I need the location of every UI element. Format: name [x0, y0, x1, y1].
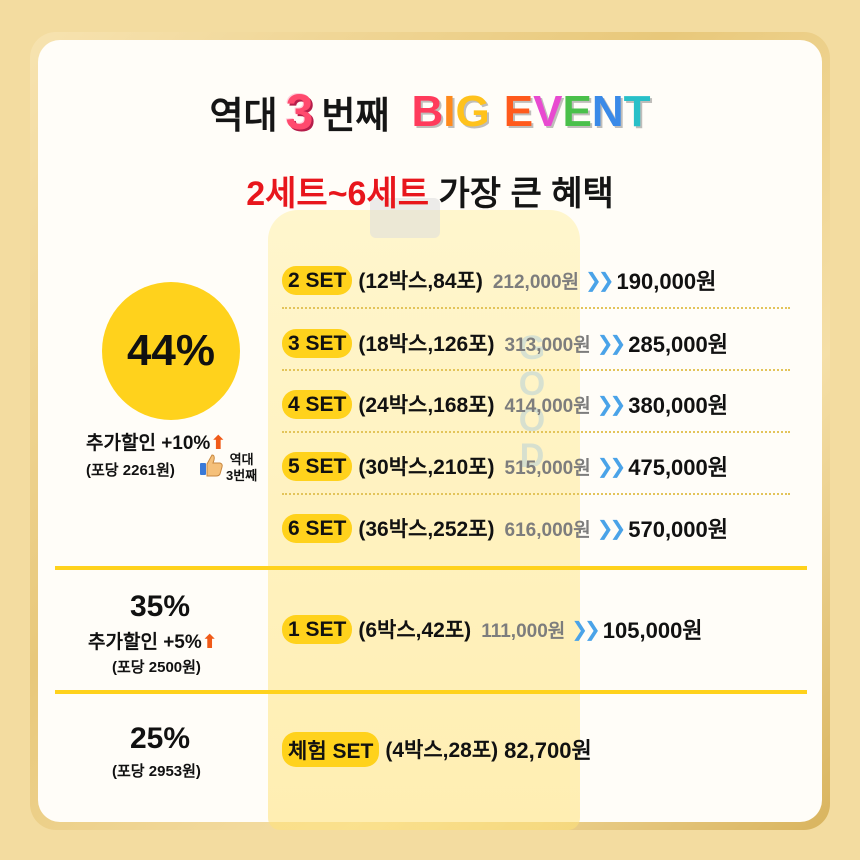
sale-price: 380,000원: [628, 393, 728, 418]
set-qty: (30박스,210포): [358, 456, 495, 479]
extra-discount-5-text: 추가할인 +5%: [88, 632, 202, 653]
sale-price: 190,000원: [616, 269, 717, 294]
up-arrow-icon: ⬆: [210, 433, 227, 454]
best-badge-line1: 역대: [229, 452, 254, 467]
section-divider: [55, 566, 807, 570]
double-chevron-icon: ❯❯: [596, 455, 626, 478]
set-label: 5 SET: [282, 451, 353, 481]
trial-price: 82,700원: [504, 738, 592, 763]
big-event-letter: V: [533, 87, 563, 136]
big-event-letter: E: [503, 87, 534, 136]
big-event-letter: B: [411, 87, 444, 136]
subtitle-rest: 가장 큰 혜택: [429, 175, 614, 213]
set-label: 체험 SET: [282, 731, 380, 767]
set-label: 1 SET: [282, 614, 353, 644]
set-row-trial[interactable]: 체험 SET (4박스,28포) 82,700원: [282, 731, 592, 767]
row-divider: [282, 431, 790, 433]
set-label: 3 SET: [282, 328, 353, 358]
big-event-letter: E: [562, 87, 592, 136]
per-pack-2261: (포당 2261원): [86, 462, 175, 479]
extra-discount-10-text: 추가할인 +10%: [86, 433, 211, 454]
title-part1: 역대: [209, 95, 278, 136]
set-qty: (4박스,28포): [385, 739, 499, 762]
row-divider: [282, 307, 790, 309]
set-qty: (18박스,126포): [358, 333, 495, 356]
sale-price: 105,000원: [602, 618, 703, 643]
big-event-letter: T: [623, 87, 651, 136]
original-price: 313,000원: [504, 334, 591, 356]
extra-discount-5: 추가할인 +5%⬆: [88, 627, 218, 654]
original-price: 212,000원: [492, 271, 580, 293]
original-price: 515,000원: [504, 457, 591, 479]
set-row-5[interactable]: 5 SET (30박스,210포) 515,000원 ❯❯ 475,000원: [282, 449, 728, 483]
pouch-cap: [370, 198, 440, 238]
big-event-letter: N: [591, 87, 624, 136]
double-chevron-icon: ❯❯: [571, 618, 600, 641]
subtitle-highlight: 2세트~6세트: [246, 175, 430, 213]
per-pack-2953: (포당 2953원): [112, 763, 201, 780]
per-pack-2500: (포당 2500원): [112, 659, 201, 676]
title-number: 3: [285, 84, 314, 140]
sale-price: 475,000원: [628, 455, 728, 480]
set-qty: (24박스,168포): [358, 394, 495, 417]
best-badge-line2: 3번째: [226, 468, 258, 483]
big-event-letter: I: [443, 87, 456, 136]
big-event-letter: G: [455, 87, 490, 136]
title-part2: 번째: [321, 95, 390, 136]
original-price: 616,000원: [504, 519, 591, 541]
sale-price: 570,000원: [628, 517, 728, 542]
double-chevron-icon: ❯❯: [596, 332, 626, 355]
double-chevron-icon: ❯❯: [596, 517, 626, 540]
set-qty: (12박스,84포): [358, 270, 483, 293]
extra-discount-10: 추가할인 +10%⬆: [86, 428, 226, 455]
discount-44-badge: 44%: [102, 282, 240, 420]
set-row-2[interactable]: 2 SET (12박스,84포) 212,000원 ❯❯ 190,000원: [282, 263, 716, 297]
sale-price: 285,000원: [628, 332, 728, 357]
discount-35-text: 35%: [130, 590, 191, 623]
set-label: 6 SET: [282, 513, 353, 543]
discount-25-text: 25%: [130, 722, 191, 755]
up-arrow-icon: ⬆: [201, 632, 218, 653]
original-price: 111,000원: [481, 620, 566, 642]
thumbs-up-icon: [198, 452, 224, 478]
set-qty: (36박스,252포): [358, 518, 495, 541]
double-chevron-icon: ❯❯: [596, 393, 626, 416]
row-divider: [282, 493, 790, 495]
row-divider: [282, 369, 790, 371]
subtitle: 2세트~6세트 가장 큰 혜택: [0, 166, 860, 215]
set-row-1[interactable]: 1 SET (6박스,42포) 111,000원 ❯❯ 105,000원: [282, 612, 703, 646]
discount-44-text: 44%: [126, 326, 216, 375]
original-price: 414,000원: [504, 395, 591, 417]
set-label: 4 SET: [282, 389, 353, 419]
set-row-4[interactable]: 4 SET (24박스,168포) 414,000원 ❯❯ 380,000원: [282, 387, 728, 421]
best-badge: 역대 3번째: [226, 452, 257, 484]
double-chevron-icon: ❯❯: [585, 269, 614, 292]
section-divider: [55, 690, 807, 694]
set-qty: (6박스,42포): [358, 619, 472, 642]
set-row-3[interactable]: 3 SET (18박스,126포) 313,000원 ❯❯ 285,000원: [282, 326, 728, 360]
set-row-6[interactable]: 6 SET (36박스,252포) 616,000원 ❯❯ 570,000원: [282, 511, 728, 545]
set-label: 2 SET: [282, 265, 353, 295]
